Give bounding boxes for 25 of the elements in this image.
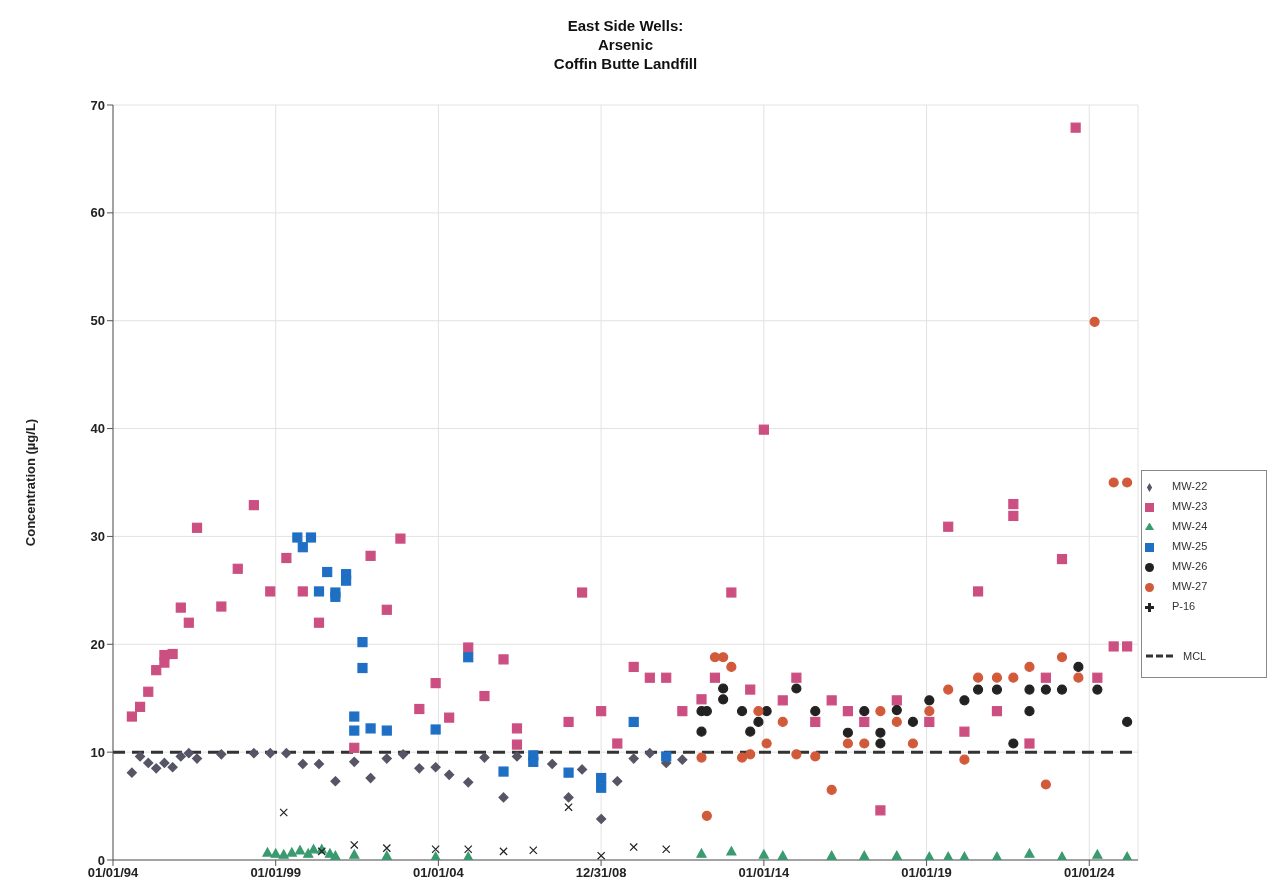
y-tick-label: 10	[90, 744, 105, 760]
legend-label: MW-22	[1172, 480, 1208, 492]
x-tick-label: 01/01/99	[250, 865, 301, 881]
y-tick-label: 40	[90, 421, 105, 437]
y-axis-title: Concentration (µg/L)	[22, 418, 38, 547]
x-tick-label: 12/31/08	[575, 865, 627, 881]
x-tick-label: 01/01/94	[87, 865, 140, 881]
legend-label: MW-26	[1172, 560, 1208, 572]
legend-label: MW-25	[1172, 540, 1208, 552]
legend-label: MCL	[1183, 649, 1207, 662]
legend-label: P-16	[1172, 600, 1196, 612]
x-tick-label: 01/01/14	[738, 865, 790, 881]
y-tick-label: 70	[90, 97, 105, 113]
x-tick-label: 01/01/19	[901, 865, 952, 881]
legend-label: MW-23	[1172, 500, 1208, 512]
x-tick-label: 01/01/04	[413, 865, 465, 881]
y-tick-label: 20	[90, 636, 105, 652]
y-tick-label: 0	[97, 852, 105, 868]
chart-title: East Side Wells: Arsenic Coffin Butte Landfill	[552, 16, 699, 73]
x-tick-label: 01/01/24	[1063, 865, 1116, 881]
legend-label: MW-24	[1172, 520, 1208, 532]
legend-label: MW-27	[1172, 580, 1208, 592]
y-tick-label: 60	[90, 205, 105, 221]
y-tick-label: 50	[90, 313, 105, 329]
y-tick-label: 30	[90, 529, 105, 545]
